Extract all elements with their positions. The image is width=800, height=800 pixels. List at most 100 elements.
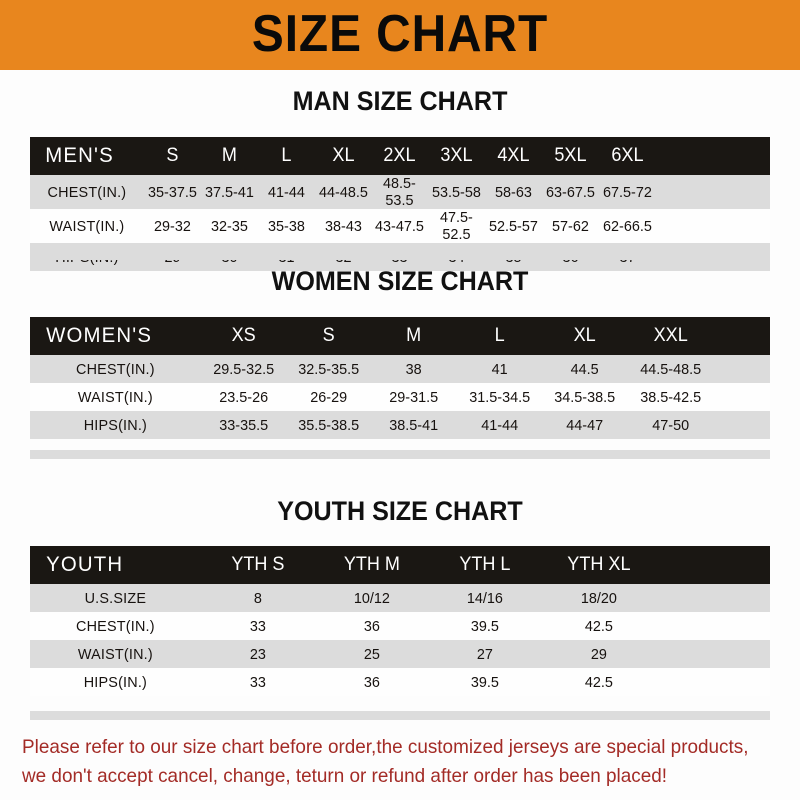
women-header-spacer	[713, 317, 770, 355]
table-cell: 25	[363, 645, 380, 663]
table-cell: 57-62	[552, 217, 590, 235]
men-size-header-s: S	[166, 145, 179, 166]
table-cell: 63-67.5	[546, 183, 596, 201]
table-cell: 36	[363, 617, 380, 635]
table-cell: 52.5-57	[489, 217, 539, 235]
table-cell: 39.5	[471, 617, 500, 635]
women-size-header-xs: XS	[231, 325, 256, 346]
table-cell: 18/20	[581, 589, 618, 607]
women-row-label: CHEST(IN.)	[75, 360, 155, 378]
page-title: SIZE CHART	[251, 5, 549, 63]
youth-size-header-yth-m: YTH M	[343, 554, 400, 575]
men-row-spacer	[658, 209, 767, 243]
women-row-label: HIPS(IN.)	[83, 416, 148, 434]
table-cell: 29-32	[153, 217, 191, 235]
table-cell: 42.5	[585, 617, 614, 635]
table-cell: 38	[406, 360, 423, 378]
table-cell: 44.5	[570, 360, 599, 378]
women-size-header-s: S	[322, 325, 335, 346]
table-cell: 67.5-72	[603, 183, 652, 201]
youth-row-spacer	[658, 668, 767, 696]
table-row: WAIST(IN.) 29-32 32-35 35-38 38-43 43-47.5 47.…	[30, 209, 770, 243]
women-size-header-m: M	[406, 325, 422, 346]
table-row: WAIST(IN.) 23 25 27 29	[30, 640, 770, 668]
table-cell: 8	[253, 589, 262, 607]
youth-size-table: YOUTH YTH S YTH M YTH L YTH XL U.S.SIZE 8 10/12…	[30, 546, 770, 696]
table-cell: 23	[249, 645, 266, 663]
table-cell: 27	[477, 645, 494, 663]
table-cell: 29.5-32.5	[212, 360, 274, 378]
table-cell: 31.5-34.5	[469, 388, 530, 406]
table-cell: 29	[591, 645, 608, 663]
table-cell: 29-31.5	[389, 388, 439, 406]
table-row: CHEST(IN.) 33 36 39.5 42.5	[30, 612, 770, 640]
youth-row-label: HIPS(IN.)	[83, 673, 148, 691]
women-table-header-row: WOMEN'S XS S M L XL XXL	[30, 317, 770, 355]
youth-header-label: YOUTH	[46, 553, 124, 576]
table-cell: 36	[363, 673, 380, 691]
table-row: HIPS(IN.) 33-35.5 35.5-38.5 38.5-41 41-44 44-…	[30, 411, 770, 439]
table-cell: 33	[249, 673, 266, 691]
table-cell: 34.5-38.5	[554, 388, 616, 406]
youth-section-title: YOUTH SIZE CHART	[277, 496, 523, 526]
table-cell: 44-48.5	[318, 183, 368, 201]
women-size-header-xl: XL	[573, 325, 596, 346]
table-cell: 41	[491, 360, 508, 378]
table-cell: 47.5-52.5	[440, 209, 474, 243]
youth-header-spacer	[656, 546, 770, 584]
table-cell: 32-35	[210, 217, 248, 235]
men-size-header-4xl: 4XL	[497, 145, 530, 166]
men-row-label: CHEST(IN.)	[47, 183, 127, 201]
men-size-header-l: L	[281, 145, 292, 166]
men-table-header-row: MEN'S S M L XL 2XL 3XL 4XL 5XL 6XL	[30, 137, 770, 175]
youth-row-spacer	[658, 584, 767, 612]
youth-row-label: CHEST(IN.)	[75, 617, 155, 635]
youth-size-header-yth-s: YTH S	[231, 554, 285, 575]
men-size-table: MEN'S S M L XL 2XL 3XL 4XL 5XL 6XL CHEST(IN.) 35-37…	[30, 137, 770, 271]
table-cell: 32.5-35.5	[298, 360, 360, 378]
youth-size-header-yth-xl: YTH XL	[567, 554, 631, 575]
order-policy-note-line-2: we don't accept cancel, change, teturn o…	[22, 765, 668, 787]
youth-table-footer-strip	[30, 711, 770, 720]
youth-size-header-yth-l: YTH L	[459, 554, 511, 575]
table-cell: 37.5-41	[204, 183, 254, 201]
table-cell: 35-38	[267, 217, 305, 235]
table-cell: 35.5-38.5	[298, 416, 360, 434]
women-row-spacer	[714, 355, 769, 383]
table-row: WAIST(IN.) 23.5-26 26-29 29-31.5 31.5-34.5 34…	[30, 383, 770, 411]
men-size-header-xl: XL	[331, 145, 355, 166]
women-row-spacer	[714, 411, 769, 439]
table-cell: 14/16	[467, 589, 504, 607]
youth-table-header-row: YOUTH YTH S YTH M YTH L YTH XL	[30, 546, 770, 584]
men-size-header-2xl: 2XL	[383, 145, 416, 166]
men-table-footer-strip	[30, 251, 770, 260]
women-size-header-xxl: XXL	[653, 325, 688, 346]
table-cell: 44.5-48.5	[639, 360, 701, 378]
men-row-label: WAIST(IN.)	[49, 217, 125, 235]
order-policy-note-line-1: Please refer to our size chart before or…	[22, 736, 749, 758]
men-header-label: MEN'S	[45, 144, 114, 167]
women-section-title: WOMEN SIZE CHART	[271, 266, 529, 296]
table-cell: 38.5-42.5	[639, 388, 701, 406]
table-cell: 58-63	[495, 183, 533, 201]
youth-row-label: WAIST(IN.)	[77, 645, 153, 663]
table-cell: 35-37.5	[147, 183, 197, 201]
order-policy-note: Please refer to our size chart before or…	[22, 733, 759, 791]
table-row: HIPS(IN.) 33 36 39.5 42.5	[30, 668, 770, 696]
table-cell: 42.5	[585, 673, 614, 691]
men-row-spacer	[658, 175, 767, 209]
men-header-spacer	[656, 137, 770, 175]
youth-row-spacer	[658, 640, 767, 668]
table-cell: 38-43	[324, 217, 362, 235]
table-cell: 48.5-53.5	[383, 175, 417, 209]
table-cell: 33-35.5	[218, 416, 268, 434]
table-cell: 10/12	[353, 589, 390, 607]
youth-row-label: U.S.SIZE	[84, 589, 147, 607]
page-banner: SIZE CHART	[0, 0, 800, 70]
table-row: CHEST(IN.) 35-37.5 37.5-41 41-44 44-48.5 48.5…	[30, 175, 770, 209]
women-size-table: WOMEN'S XS S M L XL XXL CHEST(IN.) 29.5-32.5 32.5…	[30, 317, 770, 439]
men-section-title: MAN SIZE CHART	[292, 86, 508, 116]
women-row-label: WAIST(IN.)	[77, 388, 153, 406]
women-row-spacer	[714, 383, 769, 411]
